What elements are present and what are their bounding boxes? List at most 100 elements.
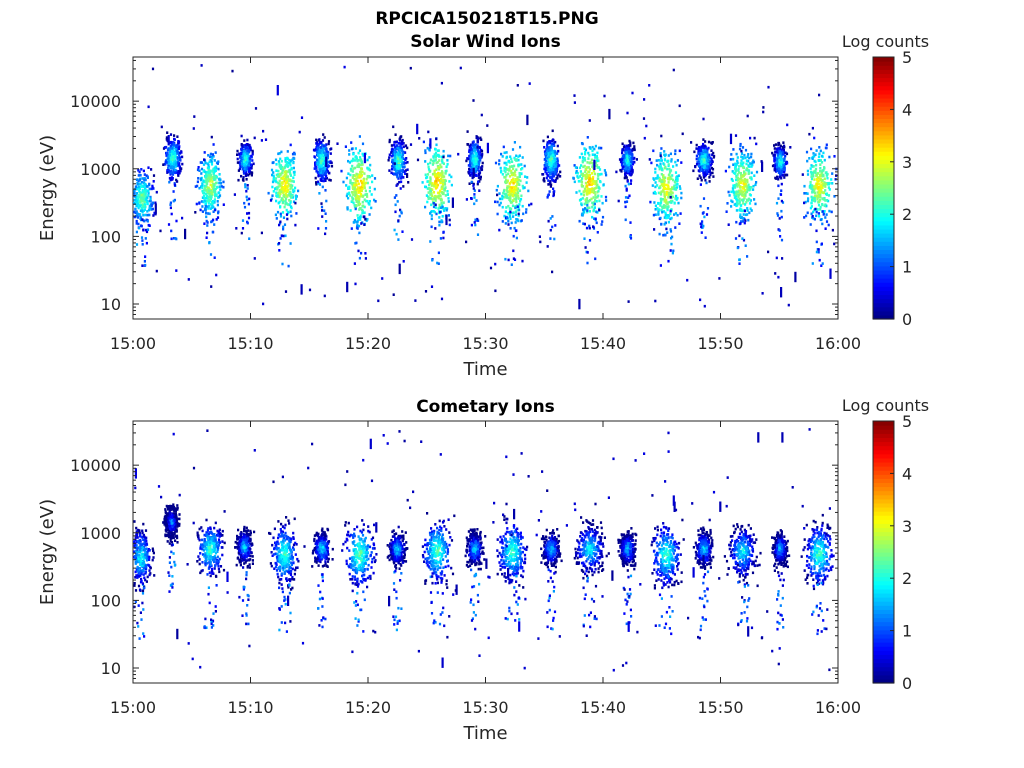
spectrogram-pixel	[279, 184, 282, 187]
spectrogram-pixel	[779, 163, 783, 167]
spectrogram-pixel	[436, 160, 439, 164]
spectrogram-pixel	[735, 192, 738, 196]
spectrogram-pixel	[597, 159, 600, 163]
spectrogram-pixel	[313, 167, 316, 170]
spectrogram-pixel	[778, 217, 781, 220]
spectrogram-pixel	[735, 204, 738, 208]
spectrogram-pixel	[438, 220, 441, 224]
spectrogram-pixel	[289, 143, 292, 147]
spectrogram-pixel	[594, 196, 597, 199]
spectrogram-pixel	[494, 161, 498, 165]
spectrogram-pixel	[753, 198, 756, 201]
spectrogram-pixel	[434, 147, 437, 151]
spectrogram-pixel	[726, 202, 729, 205]
spectrogram-pixel	[520, 163, 523, 166]
spectrogram-pixel	[356, 179, 359, 183]
spectrogram-pixel	[507, 172, 510, 176]
spectrogram-pixel	[271, 185, 274, 189]
spectrogram-pixel	[781, 163, 784, 167]
spectrogram-pixel	[695, 163, 699, 166]
spectrogram-pixel	[742, 202, 745, 205]
spectrogram-pixel	[146, 210, 149, 213]
spectrogram-pixel	[509, 191, 512, 194]
spectrogram-pixel	[477, 166, 480, 170]
spectrogram-pixel	[282, 227, 285, 231]
spectrogram-pixel	[326, 153, 329, 157]
spectrogram-pixel	[326, 150, 329, 153]
spectrogram-pixel	[368, 213, 371, 216]
spectrogram-pixel	[666, 231, 669, 234]
spectrogram-pixel	[595, 210, 598, 214]
spectrogram-pixel	[588, 190, 591, 193]
spectrogram-pixel	[433, 153, 436, 156]
spectrogram-pixel	[282, 186, 285, 189]
spectrogram-pixel	[502, 191, 505, 195]
spectrogram-pixel	[552, 153, 555, 157]
spectrogram-pixel	[393, 150, 396, 153]
spectrogram-pixel	[505, 161, 508, 165]
spectrogram-pixel	[739, 220, 743, 223]
spectrogram-pixel	[329, 148, 332, 151]
spectrogram-pixel	[351, 159, 354, 162]
spectrogram-pixel	[437, 171, 440, 175]
spectrogram-pixel	[655, 159, 658, 162]
spectrogram-pixel	[176, 161, 179, 164]
spectrogram-pixel	[676, 177, 679, 180]
spectrogram-pixel	[449, 154, 452, 158]
spectrogram-pixel	[738, 202, 741, 205]
spectrogram-pixel	[284, 157, 287, 160]
spectrogram-pixel	[206, 182, 209, 185]
spectrogram-pixel	[280, 234, 283, 237]
spectrogram-pixel	[630, 157, 633, 160]
spectrogram-pixel	[211, 170, 214, 173]
spectrogram-pixel	[320, 146, 323, 149]
spectrogram-pixel	[394, 145, 397, 149]
spectrogram-pixel	[596, 172, 599, 176]
spectrogram-pixel	[517, 191, 520, 195]
spectrogram-pixel	[654, 171, 657, 174]
spectrogram-pixel	[247, 144, 250, 147]
spectrogram-pixel	[676, 182, 679, 186]
spectrogram-pixel	[286, 190, 289, 193]
spectrogram-pixel	[594, 164, 597, 167]
spectrogram-pixel	[581, 212, 585, 216]
spectrogram-pixel	[140, 193, 143, 197]
spectrogram-pixel	[727, 190, 730, 194]
spectrogram-pixel	[428, 148, 431, 152]
spectrogram-pixel	[241, 178, 245, 181]
spectrogram-pixel	[782, 141, 785, 144]
spectrogram-pixel	[200, 185, 203, 188]
spectrogram-pixel	[351, 191, 354, 194]
spectrogram-pixel	[740, 152, 744, 155]
spectrogram-pixel	[393, 173, 396, 176]
spectrogram-pixel	[629, 235, 632, 238]
spectrogram-pixel	[150, 168, 153, 171]
spectrogram-pixel	[442, 201, 445, 204]
spectrogram-pixel	[476, 139, 479, 142]
spectrogram-pixel	[289, 183, 292, 187]
spectrogram-pixel	[551, 215, 554, 218]
spectrogram-pixel	[476, 217, 479, 221]
spectrogram-pixel	[243, 139, 246, 142]
spectrogram-pixel	[594, 217, 597, 221]
spectrogram-pixel	[433, 171, 436, 175]
spectrogram-pixel	[733, 203, 736, 206]
spectrogram-pixel	[245, 195, 248, 199]
spectrogram-pixel	[424, 205, 427, 209]
spectrogram-pixel	[206, 221, 209, 224]
spectrogram-pixel	[556, 144, 559, 148]
spectrogram-pixel	[737, 171, 741, 174]
spectrogram-pixel	[141, 210, 144, 214]
spectrogram-pixel	[134, 185, 137, 188]
spectrogram-pixel	[588, 154, 591, 157]
spectrogram-pixel	[778, 142, 781, 146]
spectrogram-pixel	[207, 192, 210, 195]
spectrogram-pixel	[669, 249, 672, 252]
spectrogram-pixel	[470, 148, 473, 151]
spectrogram-pixel	[399, 187, 402, 190]
spectrogram-pixel	[402, 157, 405, 161]
spectrogram-pixel	[429, 210, 433, 214]
spectrogram-pixel	[664, 213, 667, 217]
spectrogram-pixel	[528, 203, 531, 207]
spectrogram-pixel	[470, 223, 473, 227]
